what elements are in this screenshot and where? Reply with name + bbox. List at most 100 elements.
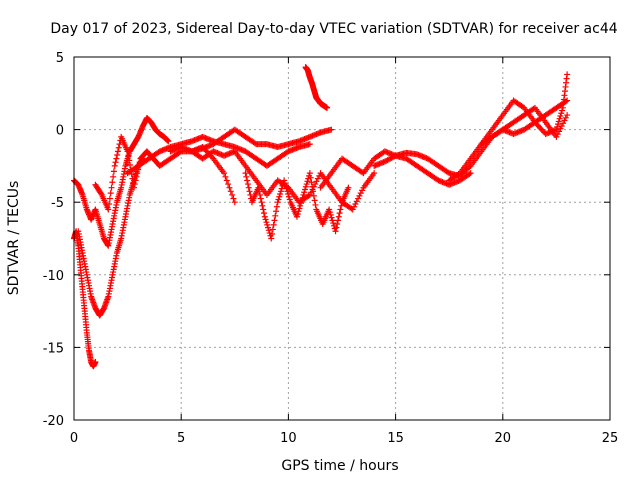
data-point [306, 191, 313, 198]
data-point [227, 188, 234, 195]
data-point [127, 161, 134, 168]
data-point [106, 201, 113, 208]
data-point [556, 128, 563, 135]
data-point [131, 184, 138, 191]
data-point [558, 122, 565, 129]
x-tick-label: 15 [387, 431, 404, 446]
data-point [564, 71, 571, 78]
data-point [108, 184, 115, 191]
data-point [294, 210, 301, 217]
data-point [256, 188, 263, 195]
data-point [349, 206, 356, 213]
data-point [311, 197, 318, 204]
y-tick-label: -15 [43, 341, 64, 356]
data-point [301, 189, 308, 196]
data-point [110, 168, 117, 175]
data-point [222, 173, 229, 180]
data-point [299, 194, 306, 201]
data-point [255, 184, 262, 191]
data-point [558, 110, 565, 117]
y-tick-label: -10 [43, 269, 64, 284]
data-point [113, 155, 120, 162]
data-point [391, 153, 398, 160]
data-point [330, 220, 337, 227]
data-point [466, 164, 473, 171]
data-point [357, 190, 364, 197]
data-point [283, 185, 290, 192]
series-arc6 [167, 126, 335, 155]
x-tick-label: 20 [495, 431, 512, 446]
data-point [268, 235, 275, 242]
data-point [328, 126, 335, 133]
data-point [269, 226, 276, 233]
data-point [371, 170, 378, 177]
data-point [114, 148, 121, 155]
data-point [277, 191, 284, 198]
data-point [345, 184, 352, 191]
series-arc11 [371, 97, 571, 180]
plot-frame [73, 56, 611, 421]
data-point [564, 112, 571, 119]
data-point [251, 140, 258, 147]
data-point [111, 162, 118, 169]
data-point [302, 186, 309, 193]
data-point [557, 112, 564, 119]
data-point [271, 217, 278, 224]
data-point [304, 178, 311, 185]
data-point [261, 210, 268, 217]
data-point [221, 170, 228, 177]
data-point [444, 169, 451, 176]
data-point [312, 201, 319, 208]
data-point [302, 183, 309, 190]
data-point [134, 170, 141, 177]
data-point [265, 224, 272, 231]
data-point [265, 227, 272, 234]
data-point [272, 212, 279, 219]
data-point [286, 196, 293, 203]
data-point [353, 198, 360, 205]
data-point [226, 184, 233, 191]
data-point [306, 170, 313, 177]
data-point [260, 206, 267, 213]
data-point [314, 175, 321, 182]
data-point [230, 195, 237, 202]
data-point [332, 228, 339, 235]
data-point [242, 170, 249, 177]
data-point [262, 216, 269, 223]
data-point [284, 188, 291, 195]
data-point [277, 188, 284, 195]
data-point [297, 200, 304, 207]
data-point [335, 213, 342, 220]
y-tick-label: 5 [56, 51, 64, 66]
data-point [555, 118, 562, 125]
data-point [467, 170, 474, 177]
data-point [519, 103, 526, 110]
y-tick-label: -20 [43, 414, 64, 429]
series-arc1 [71, 228, 99, 370]
data-point [223, 177, 230, 184]
data-point [126, 157, 133, 164]
data-point [133, 173, 140, 180]
data-point [293, 213, 300, 220]
data-point [326, 206, 333, 213]
series-arc10 [317, 148, 474, 191]
data-point [107, 190, 114, 197]
data-point [92, 358, 99, 365]
x-tick-label: 5 [177, 431, 185, 446]
data-point [316, 172, 323, 179]
y-tick-label: -5 [51, 196, 64, 211]
series-arc9 [302, 64, 330, 111]
data-point [329, 217, 336, 224]
data-point [258, 199, 265, 206]
data-point [336, 210, 343, 217]
data-point [274, 199, 281, 206]
data-point [124, 148, 131, 155]
data-point [245, 184, 252, 191]
data-point [281, 180, 288, 187]
data-point [125, 152, 132, 159]
data-point [555, 121, 562, 128]
data-point [132, 177, 139, 184]
data-point [310, 192, 317, 199]
y-tick-label: 0 [56, 124, 64, 139]
data-point [553, 133, 560, 140]
